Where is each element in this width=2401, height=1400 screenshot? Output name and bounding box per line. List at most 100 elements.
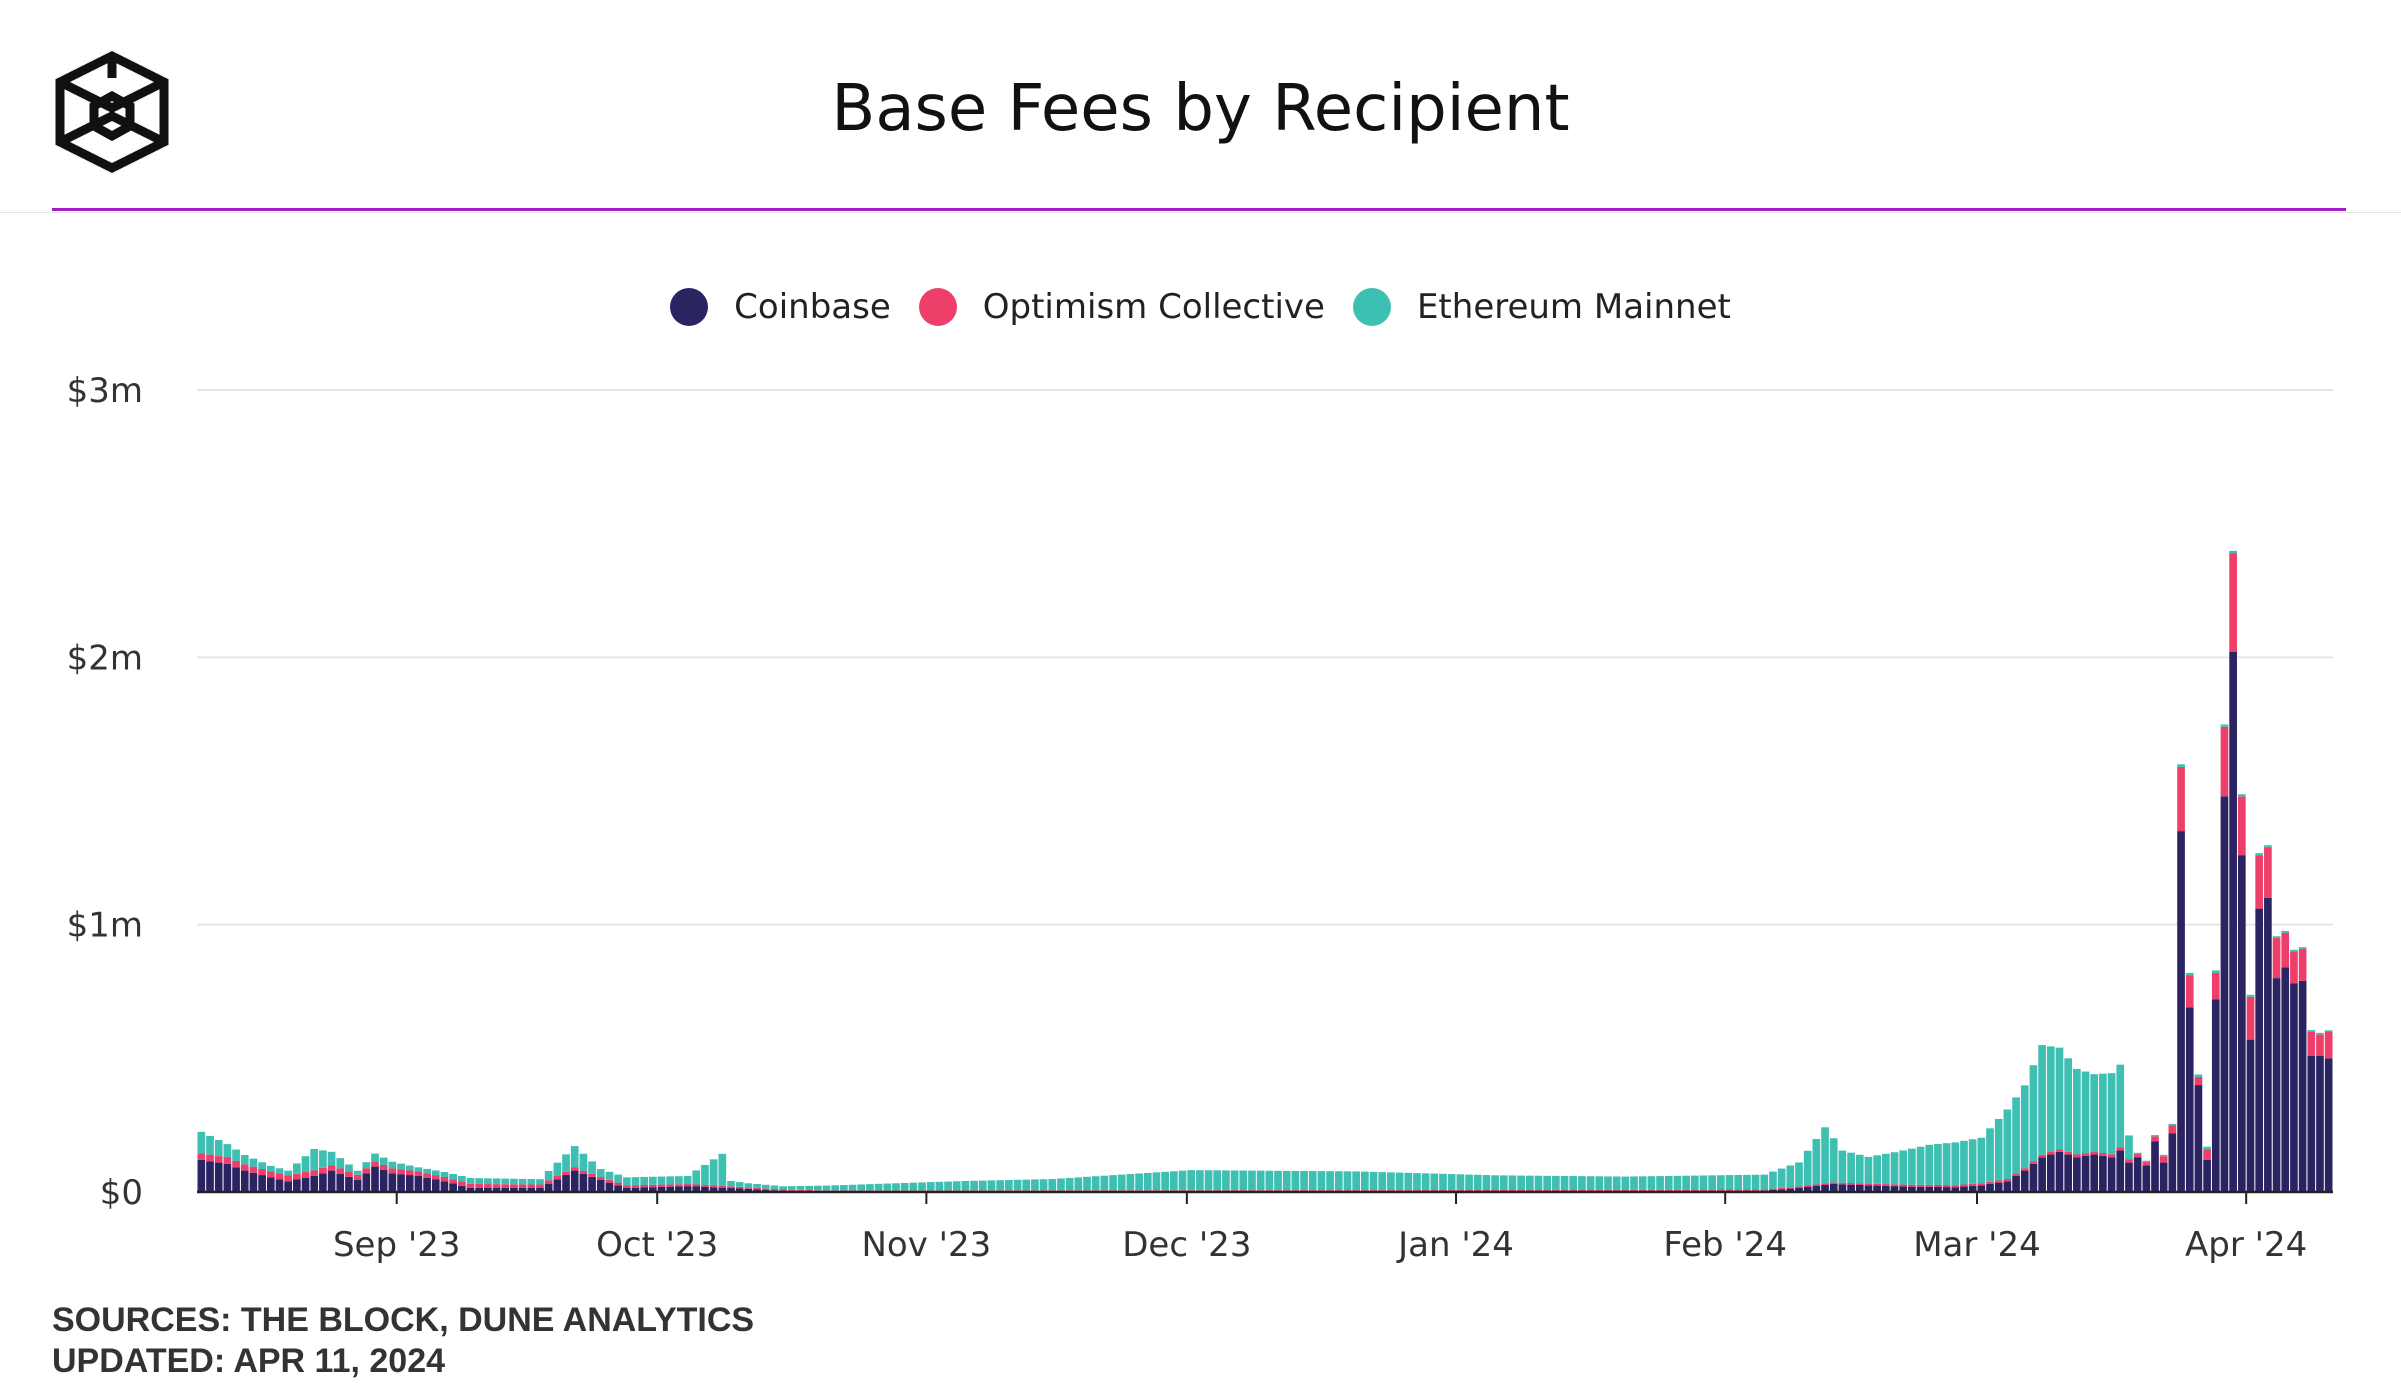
bar-segment bbox=[796, 1189, 805, 1191]
bar-segment bbox=[336, 1173, 345, 1192]
bar-segment bbox=[2159, 1154, 2168, 1157]
bar-segment bbox=[1187, 1170, 1196, 1191]
legend-label: Coinbase bbox=[734, 287, 891, 327]
bar-segment bbox=[605, 1179, 614, 1183]
bar-segment bbox=[770, 1185, 779, 1189]
bar-segment bbox=[2229, 550, 2237, 554]
bar-segment bbox=[379, 1165, 388, 1170]
bar-segment bbox=[1855, 1183, 1864, 1185]
bar-segment bbox=[249, 1172, 258, 1192]
bar-segment bbox=[2290, 983, 2298, 1192]
bar-segment bbox=[1925, 1186, 1934, 1192]
bar-segment bbox=[197, 1159, 206, 1192]
bar-segment bbox=[961, 1180, 970, 1191]
bar-segment bbox=[1821, 1183, 1829, 1185]
bar-segment bbox=[1308, 1171, 1317, 1191]
bar-segment bbox=[2281, 932, 2290, 968]
bar-segment bbox=[1873, 1183, 1881, 1186]
bar-segment bbox=[1178, 1170, 1187, 1191]
bar-segment bbox=[727, 1186, 735, 1189]
bar-segment bbox=[1369, 1190, 1378, 1192]
bar-segment bbox=[2064, 1058, 2073, 1152]
bar-segment bbox=[2185, 975, 2194, 1008]
bar-segment bbox=[2246, 996, 2255, 1040]
bar-segment bbox=[675, 1184, 683, 1187]
bar-segment bbox=[1430, 1190, 1439, 1192]
bar-segment bbox=[631, 1177, 640, 1186]
bar-segment bbox=[2064, 1151, 2073, 1155]
bar-segment bbox=[414, 1167, 423, 1172]
bar-segment bbox=[596, 1169, 605, 1178]
bar-segment bbox=[1664, 1175, 1673, 1190]
bar-segment bbox=[319, 1150, 327, 1168]
bar-segment bbox=[848, 1184, 857, 1191]
bar-segment bbox=[822, 1185, 831, 1191]
x-tick-label: Feb '24 bbox=[1663, 1225, 1787, 1265]
bar-segment bbox=[744, 1188, 753, 1192]
bar-segment bbox=[1161, 1190, 1169, 1192]
bar-segment bbox=[1256, 1170, 1265, 1191]
bar-segment bbox=[727, 1188, 735, 1192]
bar-segment bbox=[649, 1176, 657, 1185]
bar-segment bbox=[1057, 1190, 1065, 1192]
bar-segment bbox=[240, 1170, 249, 1192]
bar-segment bbox=[1473, 1190, 1482, 1192]
bar-segment bbox=[2038, 1157, 2046, 1192]
bar-segment bbox=[1135, 1190, 1143, 1192]
bar-segment bbox=[1656, 1189, 1664, 1192]
bar-segment bbox=[2116, 1147, 2125, 1151]
bar-segment bbox=[249, 1166, 258, 1173]
bar-segment bbox=[1421, 1190, 1430, 1192]
bar-segment bbox=[1204, 1170, 1213, 1191]
bar-segment bbox=[258, 1162, 266, 1169]
bar-segment bbox=[2107, 1157, 2116, 1192]
bar-segment bbox=[1074, 1177, 1083, 1191]
bar-segment bbox=[1508, 1175, 1517, 1191]
bar-segment bbox=[293, 1173, 301, 1180]
bar-segment bbox=[2246, 994, 2255, 997]
bar-segment bbox=[2055, 1047, 2064, 1150]
bar-segment bbox=[1612, 1189, 1621, 1192]
bar-segment bbox=[2090, 1074, 2099, 1152]
bar-segment bbox=[657, 1184, 666, 1187]
bar-segment bbox=[2003, 1181, 2012, 1192]
bar-segment bbox=[2142, 1162, 2151, 1166]
bar-segment bbox=[1230, 1170, 1239, 1191]
footer: SOURCES: THE BLOCK, DUNE ANALYTICS UPDAT… bbox=[52, 1300, 754, 1382]
bar-segment bbox=[1256, 1190, 1265, 1192]
bar-segment bbox=[2038, 1045, 2046, 1155]
bar-segment bbox=[2194, 1074, 2203, 1078]
x-tick-label: Dec '23 bbox=[1122, 1225, 1251, 1265]
bar-segment bbox=[1994, 1118, 2003, 1181]
bar-segment bbox=[518, 1178, 527, 1185]
bar-segment bbox=[744, 1187, 753, 1189]
bar-segment bbox=[944, 1181, 952, 1191]
bar-segment bbox=[2055, 1149, 2064, 1152]
bar-segment bbox=[1708, 1175, 1717, 1190]
bar-segment bbox=[327, 1170, 336, 1192]
bar-segment bbox=[240, 1154, 249, 1165]
bar-segment bbox=[2090, 1154, 2099, 1192]
bar-segment bbox=[293, 1163, 301, 1174]
bar-segment bbox=[926, 1182, 935, 1191]
bar-segment bbox=[1916, 1184, 1925, 1187]
bar-segment bbox=[900, 1182, 909, 1191]
bar-segment bbox=[275, 1168, 284, 1174]
bar-segment bbox=[1855, 1184, 1864, 1192]
bar-segment bbox=[1005, 1190, 1013, 1192]
bar-segment bbox=[796, 1185, 805, 1190]
bar-segment bbox=[1560, 1189, 1569, 1192]
x-tick-label: Mar '24 bbox=[1913, 1225, 2041, 1265]
bar-segment bbox=[1265, 1170, 1274, 1191]
bar-segment bbox=[501, 1178, 510, 1185]
bar-segment bbox=[527, 1184, 536, 1188]
bar-segment bbox=[431, 1170, 440, 1176]
bar-segment bbox=[1022, 1190, 1031, 1192]
bar-segment bbox=[622, 1177, 631, 1186]
bar-segment bbox=[2298, 947, 2307, 949]
bar-segment bbox=[553, 1162, 562, 1177]
bar-segment bbox=[2099, 1073, 2107, 1153]
bar-segment bbox=[2107, 1073, 2116, 1155]
bar-segment bbox=[1586, 1176, 1595, 1190]
bar-segment bbox=[353, 1170, 362, 1175]
